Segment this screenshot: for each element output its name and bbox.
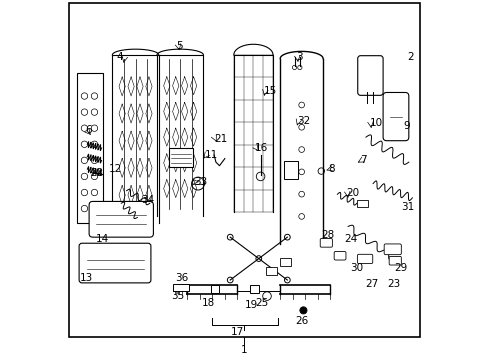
Text: 18: 18	[202, 298, 215, 308]
Text: 30: 30	[349, 262, 363, 273]
Bar	[173, 284, 189, 291]
Text: 28: 28	[320, 230, 333, 240]
Text: 12: 12	[108, 164, 122, 174]
Text: 29: 29	[393, 262, 406, 273]
Text: 10: 10	[369, 118, 382, 128]
FancyBboxPatch shape	[357, 254, 372, 264]
Text: 5: 5	[176, 41, 183, 51]
Bar	[169, 148, 192, 167]
Text: 19: 19	[244, 300, 258, 310]
Bar	[265, 267, 276, 275]
FancyBboxPatch shape	[357, 56, 382, 95]
Text: 9: 9	[403, 121, 409, 131]
FancyBboxPatch shape	[333, 251, 345, 260]
Text: 6: 6	[85, 125, 92, 135]
Text: 7: 7	[360, 156, 366, 165]
Bar	[249, 285, 258, 293]
Text: 16: 16	[255, 143, 268, 153]
FancyBboxPatch shape	[79, 243, 151, 283]
Text: 4: 4	[116, 52, 123, 62]
FancyBboxPatch shape	[388, 256, 401, 265]
Text: 15: 15	[264, 86, 277, 96]
Text: 25: 25	[255, 298, 268, 308]
Text: 33: 33	[193, 177, 206, 187]
Text: 17: 17	[230, 327, 244, 337]
Text: 32: 32	[297, 116, 310, 126]
FancyBboxPatch shape	[382, 93, 408, 141]
FancyBboxPatch shape	[320, 239, 332, 247]
Bar	[356, 200, 367, 207]
Text: 20: 20	[346, 188, 359, 198]
Text: 36: 36	[175, 273, 188, 283]
Bar	[77, 73, 103, 223]
Text: 14: 14	[96, 234, 109, 244]
Text: 35: 35	[171, 291, 184, 301]
Text: 3: 3	[296, 52, 302, 62]
FancyBboxPatch shape	[89, 202, 153, 237]
Text: 24: 24	[343, 234, 356, 244]
Text: 2: 2	[406, 52, 413, 62]
Bar	[283, 161, 298, 179]
Text: 11: 11	[205, 150, 218, 160]
Text: 22: 22	[90, 168, 103, 178]
Bar	[210, 285, 219, 293]
Bar	[280, 258, 290, 266]
Text: 31: 31	[400, 202, 413, 212]
Text: 1: 1	[241, 345, 247, 355]
FancyBboxPatch shape	[384, 244, 401, 255]
Text: 13: 13	[80, 273, 93, 283]
Text: 21: 21	[214, 134, 227, 144]
Text: 27: 27	[365, 279, 378, 289]
Text: 8: 8	[328, 164, 334, 174]
Circle shape	[299, 307, 306, 314]
Text: 23: 23	[386, 279, 400, 289]
Text: 26: 26	[295, 316, 308, 326]
Text: 34: 34	[141, 195, 154, 204]
